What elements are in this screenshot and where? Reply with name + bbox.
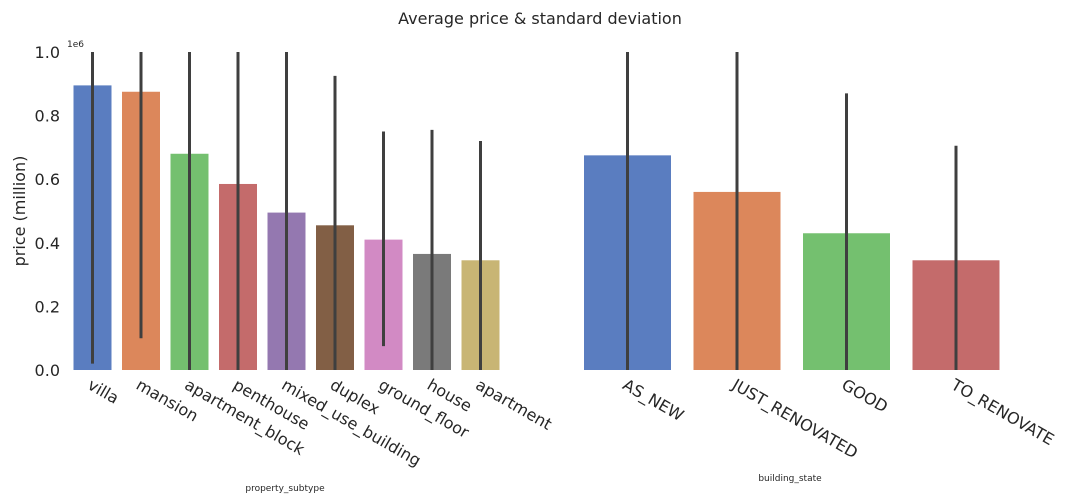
y-axis-label: price (million) bbox=[10, 156, 29, 267]
y-tick-label: 1.0 bbox=[35, 43, 60, 62]
chart-title: Average price & standard deviation bbox=[398, 9, 682, 28]
x-axis-label-subtype: property_subtype bbox=[245, 484, 325, 494]
y-tick-label: 0.0 bbox=[35, 361, 60, 380]
y-tick-labels: 0.0 0.2 0.4 0.6 0.8 1.0 bbox=[35, 43, 60, 380]
x-tick-label: GOOD bbox=[839, 375, 892, 416]
y-offset-label: 1e6 bbox=[67, 40, 84, 50]
subtype-panel: villa mansionapartment_blockpenthousemixe… bbox=[73, 52, 556, 471]
y-tick-label: 0.8 bbox=[35, 107, 60, 126]
y-tick-label: 0.6 bbox=[35, 170, 60, 189]
x-axis-label-building-state: building_state bbox=[758, 474, 822, 484]
y-tick-label: 0.2 bbox=[35, 297, 60, 316]
x-tick-label: AS_NEW bbox=[619, 375, 687, 426]
y-tick-label: 0.4 bbox=[35, 234, 60, 253]
x-tick-label: villa bbox=[85, 375, 123, 408]
x-tick-label: apartment bbox=[473, 375, 556, 434]
x-tick-label: TO_RENOVATE bbox=[947, 375, 1058, 451]
